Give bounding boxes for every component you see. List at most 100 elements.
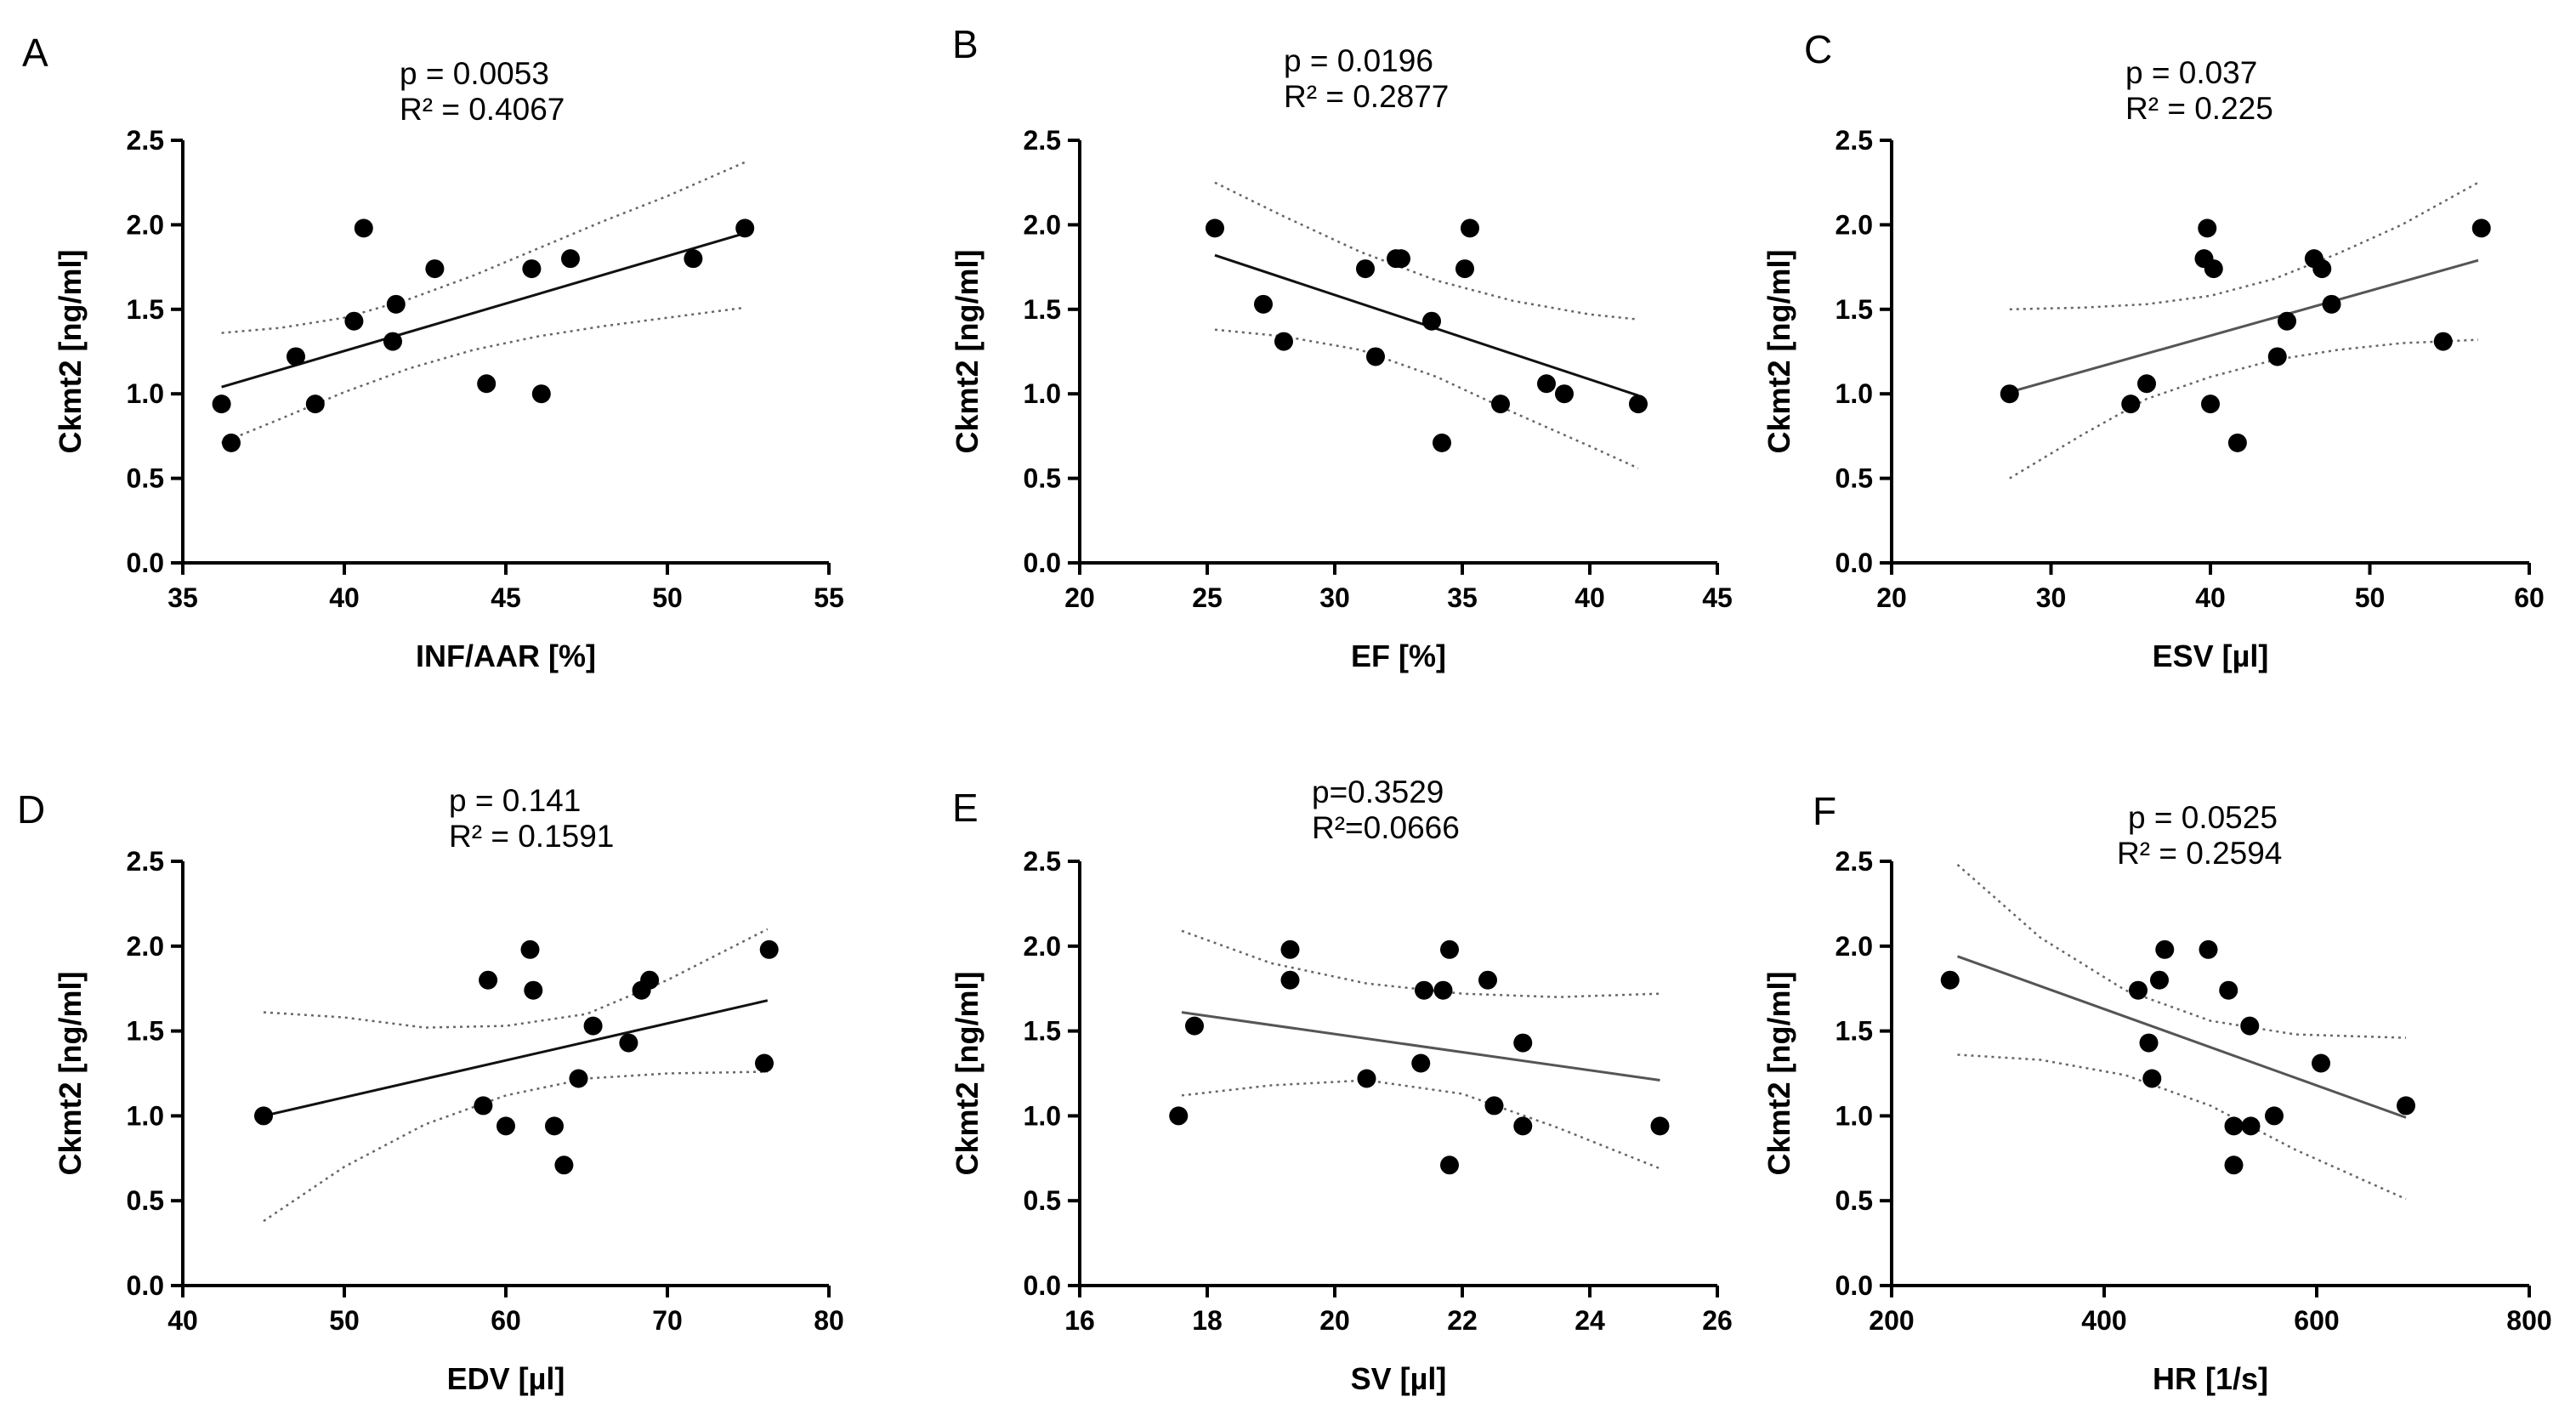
panel-letter: B <box>952 22 979 66</box>
data-point <box>474 1096 493 1116</box>
r-squared: R² = 0.2594 <box>2117 836 2282 871</box>
data-point <box>2199 940 2218 959</box>
data-point <box>2278 311 2296 331</box>
y-tick-label: 2.5 <box>1836 846 1873 877</box>
x-tick-label: 30 <box>1319 582 1350 613</box>
panel-b: B p = 0.0196 R² = 0.2877 20 25 30 35 40 45 0.0… <box>950 22 1733 673</box>
data-point <box>1274 332 1293 351</box>
ci-upper-band <box>1956 864 2407 1039</box>
data-point <box>735 219 755 238</box>
panel-letter: E <box>952 786 979 830</box>
data-point <box>222 433 241 452</box>
data-point <box>254 1106 273 1126</box>
ci-upper-band <box>1181 929 1660 998</box>
panel-f: F p = 0.0525 R² = 0.2594 200 400 600 800 0.0… <box>1762 789 2552 1396</box>
panel-d: D p = 0.141 R² = 0.1591 40 50 60 70 80 0.0 0.5… <box>17 783 844 1396</box>
r-squared: R²=0.0666 <box>1312 810 1460 845</box>
ci-upper-band <box>2009 181 2479 311</box>
data-point <box>1940 970 1960 990</box>
scatter-plot-a: 35 40 45 50 55 0.0 0.5 1.0 1.5 2.0 2.5 INF/AAR [%] C… <box>53 125 844 673</box>
data-point <box>2265 1106 2284 1126</box>
data-point <box>545 1116 564 1136</box>
data-point <box>1484 1096 1504 1116</box>
data-point <box>1356 259 1375 279</box>
data-point <box>1411 1053 1431 1073</box>
data-point <box>1440 940 1459 959</box>
x-tick-label: 50 <box>329 1305 360 1336</box>
y-tick-label: 1.5 <box>127 1016 164 1047</box>
x-tick-label: 25 <box>1192 582 1223 613</box>
scatter-plot-b: 20 25 30 35 40 45 0.0 0.5 1.0 1.5 2.0 2.5 EF [%] Ckmt… <box>950 125 1733 673</box>
data-point <box>2155 940 2175 959</box>
x-tick-label: 18 <box>1192 1305 1223 1336</box>
ci-lower-band <box>1214 328 1639 469</box>
p-value: p = 0.0525 <box>2128 800 2278 835</box>
y-tick-label: 1.0 <box>127 1100 164 1131</box>
data-point <box>2198 219 2217 238</box>
data-point <box>2322 294 2341 314</box>
r-squared: R² = 0.225 <box>2125 91 2273 126</box>
data-point <box>2224 1155 2244 1175</box>
data-point <box>1433 980 1453 1000</box>
data-point <box>2121 395 2141 414</box>
ci-lower-band <box>2009 338 2479 480</box>
data-point <box>1392 249 1410 269</box>
scatter-plot-f: 200 400 600 800 0.0 0.5 1.0 1.5 2.0 2.5 HR [1/s] Ck… <box>1762 846 2552 1396</box>
data-point <box>383 332 402 351</box>
data-point <box>1185 1016 1204 1036</box>
y-axis-label: Ckmt2 [ng/ml] <box>950 971 984 1175</box>
x-axis-label: ESV [µl] <box>2153 639 2269 673</box>
data-point <box>531 384 551 404</box>
r-squared: R² = 0.2877 <box>1284 79 1449 114</box>
x-axis-label: EDV [µl] <box>447 1361 565 1396</box>
y-tick-label: 2.5 <box>1024 846 1061 877</box>
data-point <box>2227 433 2247 452</box>
y-axis-label: Ckmt2 [ng/ml] <box>1762 249 1796 453</box>
y-tick-label: 1.5 <box>1836 1016 1873 1047</box>
x-tick-label: 80 <box>814 1305 844 1336</box>
x-tick-label: 40 <box>1575 582 1605 613</box>
regression-line <box>263 999 769 1117</box>
y-tick-label: 0.5 <box>1836 1185 1873 1216</box>
x-axis-label: EF [%] <box>1351 639 1446 673</box>
data-point <box>1415 980 1433 1000</box>
regression-line <box>1956 955 2407 1119</box>
ci-lower-band <box>1181 1079 1660 1170</box>
y-tick-label: 2.5 <box>1836 125 1873 156</box>
data-point <box>386 294 406 314</box>
p-value: p=0.3529 <box>1312 775 1444 809</box>
data-point <box>1537 374 1556 394</box>
data-point <box>583 1016 603 1036</box>
x-tick-label: 24 <box>1575 1305 1605 1336</box>
y-tick-label: 2.5 <box>1024 125 1061 156</box>
x-axis-label: HR [1/s] <box>2153 1361 2268 1396</box>
data-point <box>1461 219 1479 238</box>
p-value: p = 0.0053 <box>400 56 549 91</box>
data-point <box>1629 395 1648 414</box>
y-tick-label: 2.5 <box>127 846 164 877</box>
x-tick-label: 20 <box>1319 1305 1350 1336</box>
x-tick-label: 22 <box>1447 1305 1478 1336</box>
data-point <box>520 940 540 959</box>
data-point <box>2241 1116 2261 1136</box>
data-point <box>479 970 498 990</box>
ci-upper-band <box>263 928 769 1029</box>
data-point <box>524 980 543 1000</box>
y-tick-label: 1.5 <box>127 294 164 325</box>
ci-lower-band <box>1957 1053 2407 1201</box>
regression-line <box>2009 258 2479 394</box>
y-tick-label: 1.0 <box>1836 1100 1873 1131</box>
y-tick-label: 2.0 <box>127 209 164 240</box>
y-tick-label: 2.0 <box>1024 209 1061 240</box>
data-point <box>1366 347 1385 366</box>
p-value: p = 0.141 <box>449 783 581 818</box>
x-tick-label: 40 <box>167 1305 198 1336</box>
x-tick-label: 50 <box>2355 582 2386 613</box>
p-value: p = 0.0196 <box>1284 43 1433 78</box>
data-point <box>522 259 542 279</box>
y-tick-label: 0.0 <box>1836 548 1873 578</box>
data-point <box>1513 1116 1533 1136</box>
data-point <box>1254 294 1273 314</box>
x-tick-label: 45 <box>491 582 521 613</box>
scatter-plot-e: 16 18 20 22 24 26 0.0 0.5 1.0 1.5 2.0 2.5 SV [µl] Ckm… <box>950 846 1733 1396</box>
